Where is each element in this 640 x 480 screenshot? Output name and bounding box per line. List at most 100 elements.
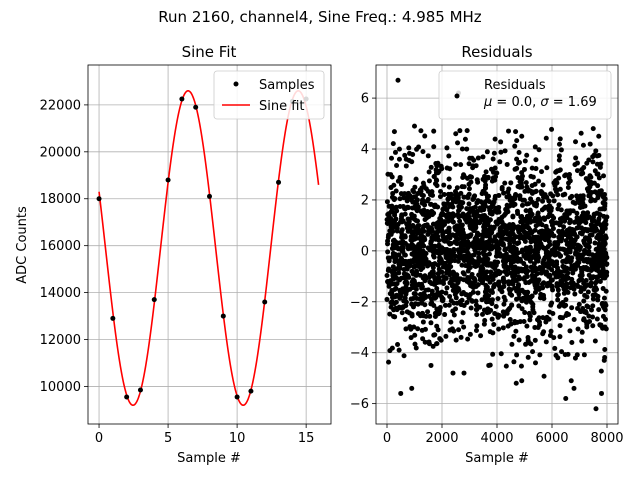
residual-point: [425, 309, 431, 315]
residual-point: [419, 285, 425, 291]
residual-point: [384, 273, 390, 279]
residual-point: [439, 250, 445, 256]
residual-point: [457, 128, 463, 134]
residual-point: [434, 323, 440, 329]
residual-point: [484, 299, 489, 305]
residual-point: [585, 266, 591, 272]
residual-point: [571, 241, 577, 247]
residual-point: [583, 309, 589, 315]
residual-point: [590, 126, 596, 132]
residuals-title: Residuals: [461, 43, 532, 61]
residual-point: [397, 265, 403, 271]
residual-point: [589, 216, 595, 222]
residual-point: [452, 188, 458, 194]
figure-suptitle: Run 2160, channel4, Sine Freq.: 4.985 MH…: [158, 8, 482, 26]
residual-point: [595, 297, 601, 303]
residual-point: [411, 236, 417, 242]
residual-point: [470, 244, 476, 250]
residual-point: [413, 176, 419, 182]
residual-point: [466, 201, 472, 207]
residual-point: [532, 337, 538, 343]
residual-point: [561, 302, 567, 308]
residual-point: [507, 316, 513, 322]
residual-point: [509, 341, 515, 347]
residual-point: [522, 290, 527, 296]
residual-point: [388, 300, 394, 306]
residual-point: [500, 325, 506, 331]
residual-point: [601, 242, 607, 248]
residual-point: [431, 128, 437, 134]
residual-point: [545, 214, 551, 220]
residual-point: [541, 229, 547, 235]
residual-point: [458, 162, 464, 168]
residual-point: [403, 284, 409, 290]
residual-point: [470, 209, 476, 215]
residual-point: [528, 341, 534, 347]
legend-sine-fit-label: Sine fit: [259, 99, 305, 114]
residual-point: [411, 189, 417, 195]
residual-point: [594, 153, 600, 159]
residual-point: [460, 310, 466, 316]
residual-point: [410, 271, 416, 277]
sample-point: [124, 394, 130, 400]
residual-point: [514, 138, 520, 144]
residual-point: [518, 181, 524, 187]
residual-point: [529, 183, 535, 189]
residual-point: [560, 259, 566, 265]
residual-point: [461, 194, 467, 200]
residual-point: [548, 277, 554, 283]
residual-point: [489, 229, 495, 235]
residual-point: [529, 272, 535, 278]
residual-point: [460, 200, 466, 206]
residual-point: [451, 328, 457, 334]
residual-point: [384, 296, 390, 302]
residual-point: [388, 304, 394, 310]
residual-point: [563, 396, 569, 402]
residual-point: [533, 157, 539, 163]
residual-point: [426, 226, 432, 232]
residual-point: [457, 218, 463, 224]
residual-point: [574, 210, 580, 216]
residual-point: [407, 286, 413, 292]
residual-point: [510, 254, 516, 260]
residual-point: [594, 316, 600, 322]
residual-point: [446, 153, 452, 159]
residual-point: [388, 172, 394, 178]
residual-point: [550, 310, 556, 316]
residuals-xtick-label: 0: [383, 431, 391, 446]
residual-point: [443, 290, 449, 296]
residual-point: [555, 297, 561, 303]
residual-point: [445, 200, 451, 206]
sample-point: [179, 96, 185, 102]
residual-point: [437, 194, 443, 200]
residual-point: [384, 199, 390, 205]
residual-point: [503, 363, 509, 369]
residual-point: [395, 342, 401, 348]
residual-point: [518, 214, 524, 220]
residual-point: [580, 204, 586, 210]
residual-point: [568, 378, 574, 384]
residual-point: [589, 189, 595, 195]
residual-point: [425, 153, 431, 159]
residual-point: [394, 281, 400, 287]
residual-point: [413, 291, 419, 297]
residual-point: [461, 172, 467, 178]
residual-point: [541, 205, 547, 211]
residual-point: [394, 307, 400, 313]
residual-point: [431, 174, 437, 180]
residual-point: [402, 211, 408, 217]
residual-point: [484, 227, 489, 233]
residual-point: [427, 313, 433, 319]
residual-point: [540, 281, 546, 287]
residual-point: [446, 302, 452, 308]
residual-point: [517, 319, 523, 325]
residual-point: [493, 304, 499, 310]
residual-point: [557, 167, 563, 173]
residual-point: [453, 295, 459, 301]
residual-point: [597, 237, 603, 243]
residual-point: [484, 149, 490, 155]
residual-point: [398, 390, 404, 396]
residual-point: [461, 258, 467, 264]
residual-point: [561, 268, 567, 274]
residual-point: [495, 259, 501, 265]
